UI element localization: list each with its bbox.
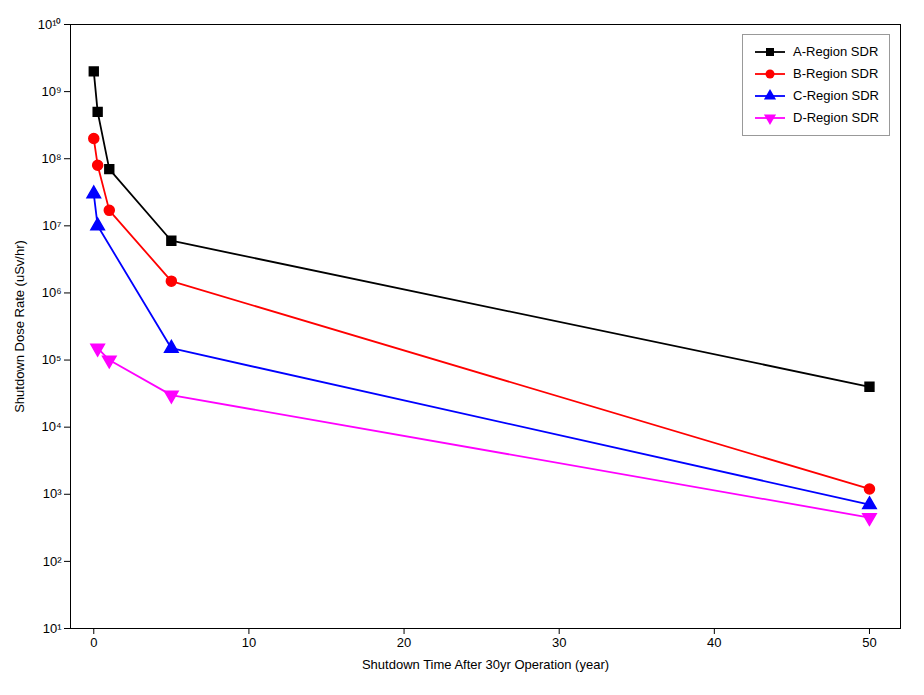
svg-text:10: 10 — [242, 635, 256, 650]
html-text:D-Region SDR: D-Region SDR — [793, 110, 879, 125]
html-text:B-Region SDR: B-Region SDR — [793, 66, 879, 81]
svg-text:10⁵: 10⁵ — [42, 352, 62, 367]
svg-text:0: 0 — [90, 635, 97, 650]
svg-text:10¹⁰: 10¹⁰ — [38, 17, 62, 32]
svg-text:10⁴: 10⁴ — [41, 419, 61, 434]
svg-text:10³: 10³ — [43, 486, 62, 501]
svg-text:10⁶: 10⁶ — [42, 285, 62, 300]
svg-text:10⁸: 10⁸ — [42, 151, 62, 166]
svg-text:10¹: 10¹ — [43, 621, 62, 636]
svg-text:10⁹: 10⁹ — [41, 84, 61, 99]
html-text:C-Region SDR: C-Region SDR — [793, 88, 879, 103]
svg-text:Shutdown Time After 30yr Opera: Shutdown Time After 30yr Operation (year… — [362, 657, 609, 672]
svg-text:50: 50 — [862, 635, 876, 650]
svg-text:20: 20 — [397, 635, 411, 650]
html-text:A-Region SDR: A-Region SDR — [793, 44, 879, 59]
svg-text:10²: 10² — [43, 554, 62, 569]
svg-text:Shutdown Dose Rate (uSv/hr): Shutdown Dose Rate (uSv/hr) — [12, 240, 27, 413]
svg-text:10⁷: 10⁷ — [42, 218, 61, 233]
svg-text:30: 30 — [552, 635, 566, 650]
svg-text:40: 40 — [707, 635, 721, 650]
